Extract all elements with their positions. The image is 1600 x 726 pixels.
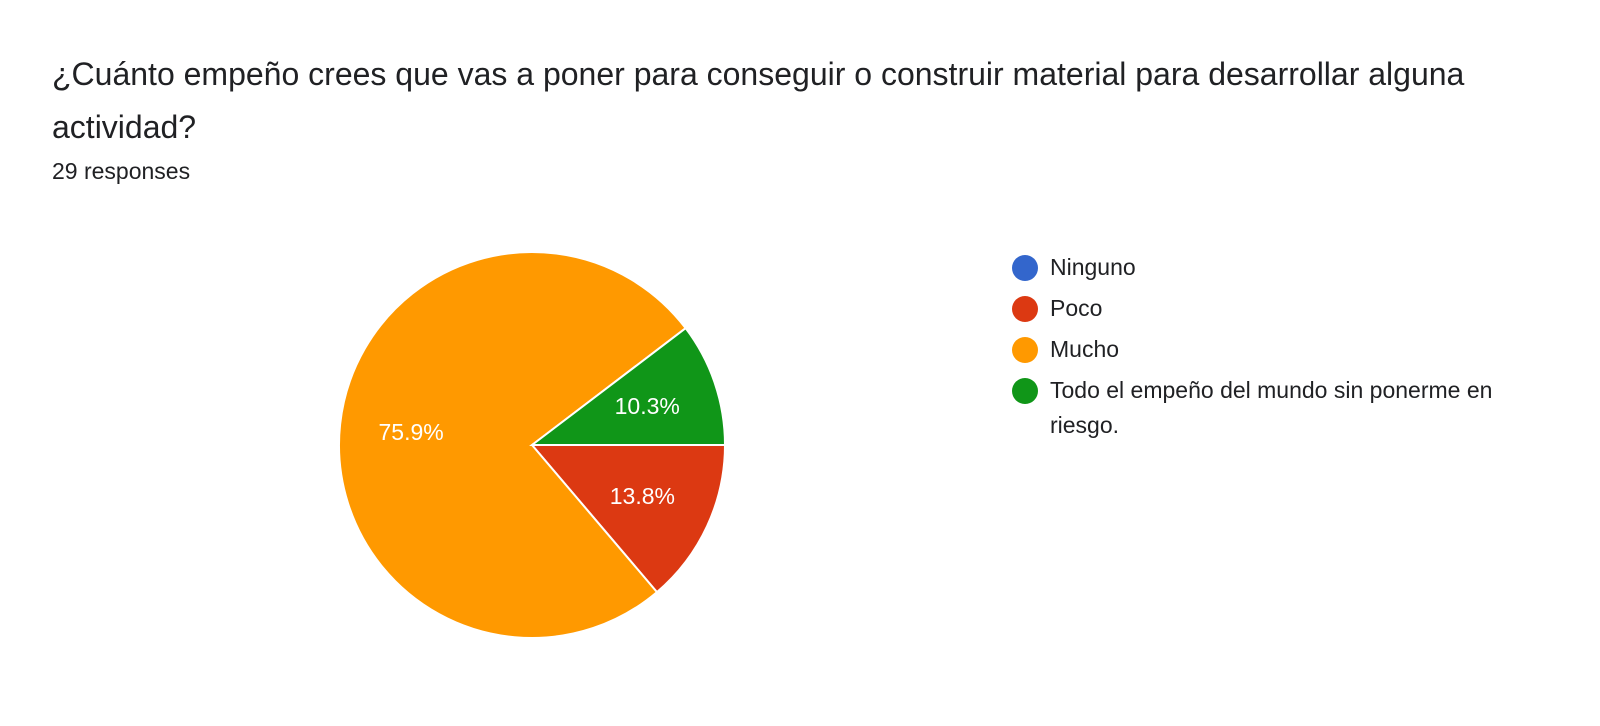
legend-item[interactable]: Todo el empeño del mundo sin ponerme en … <box>1012 373 1552 443</box>
legend-label: Ninguno <box>1050 254 1136 280</box>
question-title: ¿Cuánto empeño crees que vas a poner par… <box>52 56 1465 145</box>
legend-label: Mucho <box>1050 336 1120 362</box>
pie-slice-todo[interactable] <box>529 326 727 446</box>
legend-item[interactable]: Ninguno <box>1012 250 1552 285</box>
pie-slice-poco[interactable] <box>529 444 727 594</box>
legend-item[interactable]: Mucho <box>1012 332 1552 367</box>
legend-swatch <box>1012 337 1038 363</box>
slice-label: 75.9% <box>379 419 444 445</box>
legend-label: Todo el empeño del mundo sin ponerme en … <box>1050 377 1493 438</box>
legend-swatch <box>1012 378 1038 404</box>
chart-legend: Ninguno Poco Mucho Todo el empeño del mundo… <box>1012 250 1552 449</box>
slice-label: 10.3% <box>615 393 680 419</box>
legend-swatch <box>1012 255 1038 281</box>
legend-swatch <box>1012 296 1038 322</box>
response-count: 29 responses <box>52 158 191 184</box>
legend-item[interactable]: Poco <box>1012 291 1552 326</box>
legend-label: Poco <box>1050 295 1103 321</box>
slice-label: 13.8% <box>610 483 675 509</box>
pie-slice-mucho[interactable] <box>338 251 688 639</box>
